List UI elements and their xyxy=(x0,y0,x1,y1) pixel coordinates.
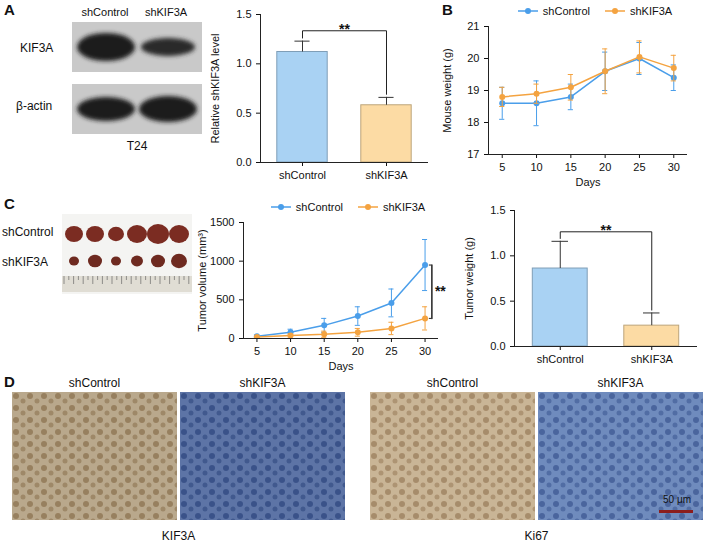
svg-text:20: 20 xyxy=(467,52,479,64)
svg-text:0: 0 xyxy=(228,332,234,344)
svg-text:25: 25 xyxy=(385,345,397,357)
svg-text:500: 500 xyxy=(216,293,234,305)
svg-text:15: 15 xyxy=(318,345,330,357)
svg-text:Days: Days xyxy=(575,176,601,188)
html-text:shKIF3A: shKIF3A xyxy=(597,376,644,390)
svg-text:**: ** xyxy=(435,283,446,299)
svg-text:10: 10 xyxy=(284,345,296,357)
html-text:shKIF3A: shKIF3A xyxy=(2,255,48,269)
svg-text:1.5: 1.5 xyxy=(236,8,251,20)
html-text:shControl: shControl xyxy=(81,6,129,18)
html-text:shKIF3A: shKIF3A xyxy=(382,201,426,213)
svg-text:1.0: 1.0 xyxy=(236,57,251,69)
html-text:shKIF3A: shKIF3A xyxy=(239,376,286,390)
html-text:KIF3A: KIF3A xyxy=(20,41,54,55)
svg-text:0.5: 0.5 xyxy=(236,107,251,119)
svg-text:5: 5 xyxy=(499,161,505,173)
html-text:B: B xyxy=(442,1,453,18)
svg-text:25: 25 xyxy=(633,161,645,173)
svg-text:**: ** xyxy=(339,21,350,37)
svg-text:18: 18 xyxy=(467,116,479,128)
svg-text:1.0: 1.0 xyxy=(490,249,505,261)
svg-text:15: 15 xyxy=(565,161,577,173)
html-text:C: C xyxy=(4,195,15,212)
svg-text:1.5: 1.5 xyxy=(490,204,505,216)
svg-text:Mouse weight (g): Mouse weight (g) xyxy=(441,48,453,132)
html-text:A: A xyxy=(4,1,15,18)
svg-text:1500: 1500 xyxy=(210,216,234,228)
html-text:shKIF3A: shKIF3A xyxy=(629,5,673,17)
svg-text:0.0: 0.0 xyxy=(490,340,505,352)
html-text:shControl: shControl xyxy=(2,225,54,239)
svg-text:shControl: shControl xyxy=(279,169,326,181)
svg-text:Tumor volume (mm³): Tumor volume (mm³) xyxy=(196,229,208,331)
html-text:Ki67: Ki67 xyxy=(524,529,549,543)
svg-text:17: 17 xyxy=(467,148,479,160)
html-text:KIF3A: KIF3A xyxy=(161,529,196,543)
svg-text:Tumor weight (g): Tumor weight (g) xyxy=(463,237,475,320)
svg-text:20: 20 xyxy=(599,161,611,173)
html-text:50 μm: 50 μm xyxy=(663,494,691,505)
svg-text:5: 5 xyxy=(254,345,260,357)
svg-text:Relative shKIF3A level: Relative shKIF3A level xyxy=(209,33,221,143)
svg-text:Days: Days xyxy=(328,360,354,372)
svg-text:shKIF3A: shKIF3A xyxy=(365,169,408,181)
svg-text:21: 21 xyxy=(467,20,479,32)
svg-text:shControl: shControl xyxy=(537,353,584,365)
svg-text:1000: 1000 xyxy=(210,255,234,267)
svg-text:0.5: 0.5 xyxy=(490,295,505,307)
svg-text:10: 10 xyxy=(530,161,542,173)
svg-text:20: 20 xyxy=(352,345,364,357)
html-text:shControl: shControl xyxy=(295,201,343,213)
svg-text:**: ** xyxy=(601,222,612,238)
svg-text:19: 19 xyxy=(467,84,479,96)
svg-text:shKIF3A: shKIF3A xyxy=(631,353,674,365)
html-text:T24: T24 xyxy=(126,139,148,153)
html-text:shControl: shControl xyxy=(68,376,121,390)
svg-text:30: 30 xyxy=(419,345,431,357)
svg-text:0.0: 0.0 xyxy=(236,156,251,168)
html-text:shKIF3A: shKIF3A xyxy=(144,6,188,18)
html-text:β-actin: β-actin xyxy=(16,99,53,113)
html-text:shControl: shControl xyxy=(542,5,590,17)
html-text:D: D xyxy=(4,373,15,390)
html-text:shControl: shControl xyxy=(426,376,479,390)
svg-text:30: 30 xyxy=(668,161,680,173)
